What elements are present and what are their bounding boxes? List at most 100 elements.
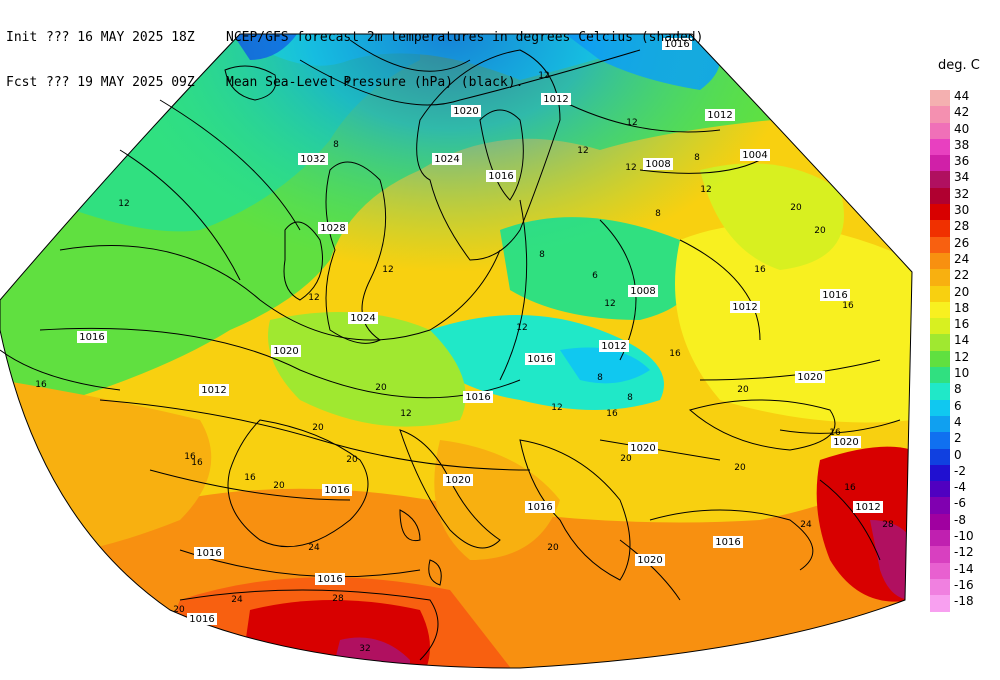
legend-item: 44 [930,89,1000,107]
isobar-label: 1020 [630,443,655,454]
isobar-label: 1012 [201,385,226,396]
temperature-contour-label: 12 [626,118,637,128]
isobar-label: 1016 [715,537,740,548]
isobar-label-background [463,391,493,403]
legend-label: 18 [954,300,970,315]
legend-label: -18 [954,594,974,609]
temperature-contour-label: 12 [577,146,588,156]
legend-swatch [930,122,950,139]
temperature-contour-label: 8 [627,393,633,403]
legend-swatch [930,546,950,563]
legend-item: 4 [930,414,1000,433]
init-label: Init [6,30,38,45]
legend-swatch [930,464,950,482]
temperature-contour-label: 8 [597,373,603,383]
pressure-labels: 1016 1012 1012 1020 1004 1032 1024 1016 1008 1028… [77,38,883,625]
temperature-contour-label: 16 [844,483,856,493]
legend-swatch [930,301,950,319]
isobar-label-background [628,442,658,454]
temperature-contour-label: 16 [829,428,841,438]
isobar-label-background [315,573,345,585]
isobar-label: 1016 [488,171,513,182]
isobar-label: 1032 [300,154,325,165]
legend-item: 20 [930,285,1000,302]
temperature-contour-label: 12 [400,409,411,419]
temperature-contour-label: 24 [231,595,243,605]
legend-item: 12 [930,350,1000,368]
temperature-contour-label: 8 [333,140,339,150]
temperature-contour-label: 12 [382,265,393,275]
isobar-label: 1012 [732,302,757,313]
legend-label: 6 [954,398,962,413]
temperature-contour-label: 6 [592,271,598,281]
legend-swatch [930,90,950,107]
legend-swatch [930,252,950,270]
legend-item: -10 [930,529,1000,547]
temperature-contour-label: 24 [308,543,320,553]
temperature-contour-label: 20 [547,543,559,553]
legend-label: -6 [954,496,966,511]
temperature-contour-label: 28 [882,520,894,530]
legend-label: 38 [954,137,970,152]
legend-label: 34 [954,170,970,185]
legend-label: 42 [954,105,970,120]
legend-label: 14 [954,333,970,348]
temperature-contour-label: 20 [312,423,324,433]
temperature-contour-label: 8 [694,153,700,163]
legend-swatch [930,530,950,547]
isobar-label-background [77,331,107,343]
isobar-label: 1016 [196,548,221,559]
temperature-contour-label: 20 [273,481,285,491]
legend-swatch [930,432,950,449]
temperature-contour-label: 16 [606,409,618,419]
isobar-label-background [635,554,665,566]
temperature-contour-label: 16 [35,380,47,390]
legend-swatch [930,220,950,237]
isobar-label-background [730,301,760,313]
legend-item: -16 [930,577,1000,596]
temperature-contour-label: 20 [620,454,632,464]
isobar-label-background [348,312,378,324]
legend-item: -6 [930,496,1000,514]
isobar-label: 1016 [465,392,490,403]
legend-swatch [930,448,950,465]
isobar-label: 1020 [833,437,858,448]
legend-item: 8 [930,382,1000,400]
isobar-label-background [820,289,850,301]
legend-swatch [930,399,950,416]
legend-label: 36 [954,154,970,169]
legend-swatch [930,367,950,384]
isobar-label: 1016 [79,332,104,343]
legend-label: 22 [954,268,970,283]
isobar-label: 1012 [855,502,880,513]
isobar-label-background [713,536,743,548]
isobar-label-background [298,153,328,165]
legend-label: -4 [954,480,966,495]
legend-label: 8 [954,382,962,397]
legend-label: 4 [954,414,962,429]
legend-swatch [930,350,950,368]
legend-label: -16 [954,577,974,592]
temperature-contour-label: 12 [551,403,562,413]
isobar-label-background [541,93,571,105]
legend-item: 40 [930,122,1000,139]
isobar-label-background [795,371,825,383]
legend-swatch [930,513,950,531]
legend-label: -2 [954,463,966,478]
temperature-contour-label: 28 [332,594,344,604]
temperature-contour-label: 12 [308,293,319,303]
isobar-label: 1020 [273,346,298,357]
temperature-contour-label: 20 [346,455,358,465]
legend-item: 28 [930,219,1000,237]
temperature-contour-label: 24 [800,520,812,530]
isobar-label-background [662,38,692,50]
legend-item: -14 [930,562,1000,579]
legend-label: -10 [954,529,974,544]
temperature-contour-label: 12 [118,199,129,209]
legend-label: 0 [954,447,962,462]
legend-item: 42 [930,105,1000,123]
legend-item: -12 [930,545,1000,563]
isobar-label: 1016 [317,574,342,585]
legend-item: -8 [930,513,1000,531]
